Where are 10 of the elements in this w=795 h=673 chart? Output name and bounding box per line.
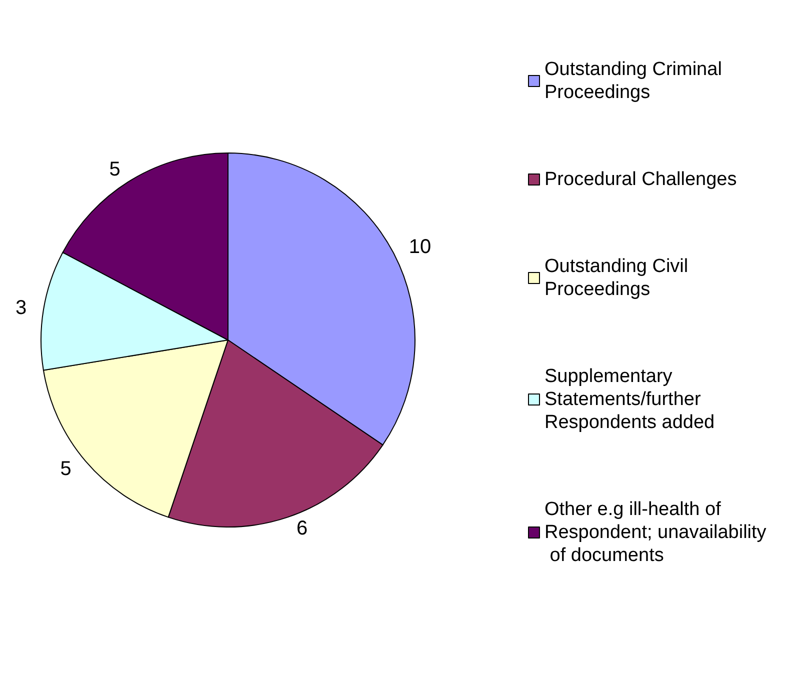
- legend-label: Supplementary Statements/further Respondents added: [544, 366, 715, 433]
- legend-label: Outstanding Civil Proceedings: [544, 256, 694, 300]
- legend-label: Procedural Challenges: [544, 169, 737, 190]
- legend-label: Other e.g ill-health of Respondent; unavailability of documents: [544, 499, 767, 566]
- data-label: 6: [296, 518, 308, 540]
- data-label: 3: [15, 296, 27, 319]
- data-label: 5: [60, 458, 72, 480]
- data-label: 5: [109, 158, 120, 180]
- legend-label: Outstanding Criminal Proceedings: [544, 59, 728, 103]
- data-label: 10: [408, 236, 432, 258]
